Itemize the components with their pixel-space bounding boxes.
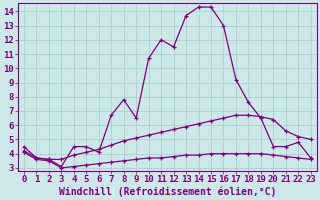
X-axis label: Windchill (Refroidissement éolien,°C): Windchill (Refroidissement éolien,°C) — [59, 187, 276, 197]
